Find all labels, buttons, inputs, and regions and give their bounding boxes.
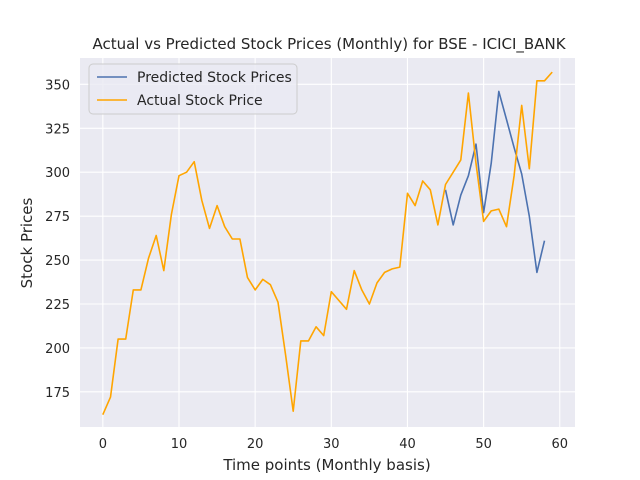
legend-box <box>88 63 298 115</box>
x-tick-label: 0 <box>99 437 107 452</box>
legend: Predicted Stock Prices Actual Stock Pric… <box>88 63 298 115</box>
y-tick-label: 250 <box>45 254 70 269</box>
y-tick-label: 325 <box>45 122 70 137</box>
x-tick-label: 60 <box>551 437 568 452</box>
legend-label-predicted: Predicted Stock Prices <box>137 70 292 86</box>
legend-label-actual: Actual Stock Price <box>137 93 263 109</box>
x-axis-ticks: 0 10 20 30 40 50 60 <box>99 437 568 452</box>
grid <box>80 58 575 427</box>
x-tick-label: 40 <box>399 437 416 452</box>
series-line-actual <box>102 71 553 416</box>
x-tick-label: 10 <box>171 437 188 452</box>
y-tick-label: 225 <box>45 298 70 313</box>
y-tick-label: 350 <box>45 78 70 93</box>
series-line-predicted <box>444 90 546 274</box>
y-axis-ticks: 175 200 225 250 275 300 325 350 <box>45 78 70 401</box>
x-tick-label: 20 <box>247 437 264 452</box>
x-tick-label: 50 <box>475 437 492 452</box>
plot-background <box>80 58 575 427</box>
y-tick-label: 275 <box>45 210 70 225</box>
x-tick-label: 30 <box>323 437 340 452</box>
plot-area: 0 10 20 30 40 50 60 175 200 225 250 275 300 325 350 <box>45 58 575 452</box>
x-axis-label: Time points (Monthly basis) <box>222 456 430 474</box>
y-axis-label: Stock Prices <box>18 197 36 288</box>
series-lines <box>102 71 553 416</box>
y-tick-label: 175 <box>45 386 70 401</box>
chart-title: Actual vs Predicted Stock Prices (Monthl… <box>92 35 566 54</box>
y-tick-label: 200 <box>45 342 70 357</box>
y-tick-label: 300 <box>45 166 70 181</box>
